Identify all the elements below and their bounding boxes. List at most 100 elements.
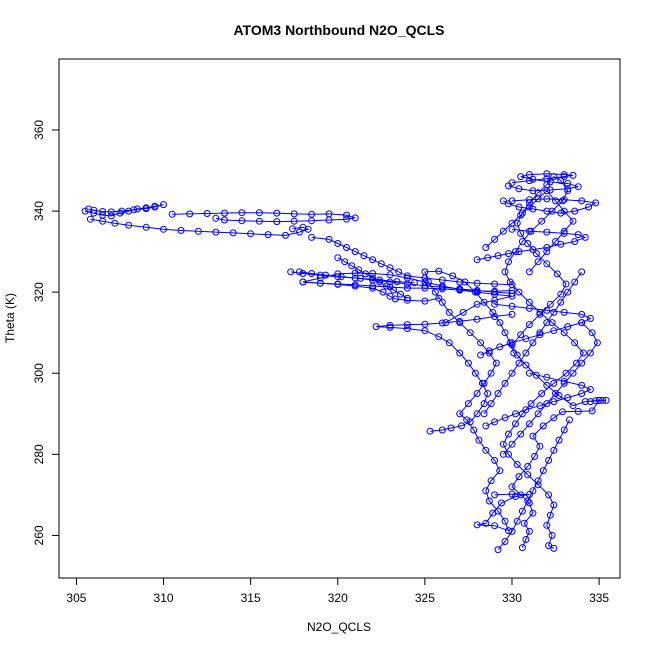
data-point (487, 400, 495, 408)
data-point (510, 349, 518, 357)
data-point (578, 359, 586, 367)
data-point (421, 274, 429, 282)
data-point (464, 400, 472, 408)
x-tick-label: 310 (154, 591, 174, 605)
data-point (578, 319, 586, 327)
data-point (543, 170, 551, 178)
data-point (536, 331, 544, 339)
data-point (99, 208, 107, 215)
data-point (550, 379, 558, 387)
data-point (379, 288, 387, 296)
series-line (497, 419, 570, 550)
data-point (431, 288, 439, 296)
data-point (529, 187, 537, 195)
data-point (85, 205, 93, 213)
data-point (592, 397, 600, 405)
data-point (299, 270, 307, 277)
data-point (578, 390, 586, 397)
data-point (562, 280, 570, 288)
data-point (496, 319, 504, 327)
series-layer (81, 170, 610, 554)
data-point (586, 398, 594, 406)
data-point (107, 208, 115, 216)
data-point (553, 270, 561, 278)
data-point (543, 228, 551, 236)
data-point (295, 268, 303, 276)
data-point (482, 244, 490, 251)
data-point (438, 276, 446, 284)
data-point (534, 410, 542, 418)
data-point (517, 331, 525, 339)
data-point (569, 171, 577, 179)
data-point (525, 227, 533, 235)
data-point (543, 521, 551, 529)
data-point (111, 219, 119, 227)
data-point (491, 290, 499, 298)
data-point (442, 319, 450, 327)
data-point (341, 258, 349, 266)
data-point (527, 400, 535, 408)
y-tick-label: 320 (32, 282, 46, 302)
data-point (586, 349, 594, 357)
data-point (343, 244, 350, 251)
data-point (487, 369, 495, 377)
data-point (560, 207, 568, 215)
data-point (491, 522, 499, 530)
data-point (534, 258, 542, 266)
data-point (466, 418, 474, 426)
data-point (369, 284, 377, 292)
data-point (586, 386, 594, 393)
data-point (470, 426, 478, 434)
data-point (552, 197, 559, 205)
data-point (545, 542, 553, 550)
data-point (177, 227, 185, 234)
data-point (499, 227, 507, 235)
data-point (295, 228, 303, 236)
data-point (546, 511, 554, 519)
data-point (438, 319, 446, 327)
data-point (130, 206, 138, 214)
data-point (574, 407, 582, 415)
data-point (524, 463, 532, 470)
data-point (473, 410, 481, 418)
data-point (593, 339, 601, 347)
data-point (557, 209, 565, 217)
data-point (299, 223, 307, 231)
data-point (545, 491, 553, 499)
data-point (383, 282, 390, 290)
data-point (273, 218, 281, 226)
data-point (543, 400, 551, 408)
x-tick-label: 305 (66, 591, 86, 605)
x-tick-label: 335 (589, 591, 609, 605)
data-point (525, 268, 533, 276)
data-point (491, 491, 499, 499)
data-point (571, 207, 579, 215)
data-point (485, 349, 493, 357)
data-point (445, 308, 453, 316)
data-point (458, 422, 465, 430)
data-point (557, 177, 565, 185)
data-point (491, 456, 499, 464)
data-point (538, 217, 546, 225)
data-point (517, 173, 525, 181)
data-point (99, 217, 107, 225)
data-point (505, 450, 512, 458)
data-point (403, 272, 411, 280)
y-tick-label: 300 (32, 363, 46, 383)
data-point (125, 207, 133, 215)
data-point (529, 509, 537, 517)
data-point (142, 223, 150, 231)
data-point (524, 497, 532, 505)
data-point (513, 219, 521, 227)
data-point (564, 185, 572, 193)
data-point (478, 379, 486, 387)
data-point (518, 507, 526, 515)
series-line (485, 190, 574, 273)
data-point (86, 215, 94, 223)
data-point (477, 339, 485, 347)
data-point (494, 252, 502, 260)
data-point (484, 254, 492, 262)
data-point (518, 238, 526, 245)
data-point (107, 212, 115, 220)
data-point (552, 390, 559, 397)
